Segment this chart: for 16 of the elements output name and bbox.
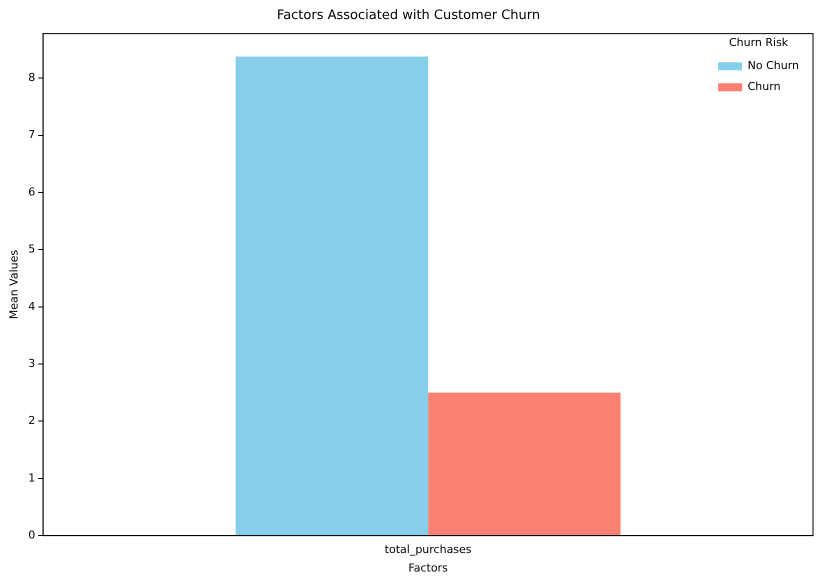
x-axis-title: Factors (408, 561, 448, 574)
y-tick-label: 7 (28, 128, 36, 142)
y-axis-title: Mean Values (7, 250, 20, 320)
y-tick-label: 3 (28, 356, 36, 370)
x-tick-label: total_purchases (384, 543, 472, 556)
legend-title: Churn Risk (728, 36, 789, 49)
y-tick-label: 4 (28, 300, 36, 313)
legend-label: No Churn (748, 59, 800, 72)
y-tick-label: 2 (28, 414, 36, 428)
y-tick-label: 8 (28, 71, 36, 84)
chart-title: Factors Associated with Customer Churn (276, 8, 540, 24)
y-tick-label: 6 (28, 185, 36, 198)
y-tick-label: 5 (28, 242, 36, 256)
legend-label: Churn (748, 80, 781, 94)
y-tick-label: 1 (28, 471, 36, 484)
y-tick-label: 0 (28, 528, 36, 542)
